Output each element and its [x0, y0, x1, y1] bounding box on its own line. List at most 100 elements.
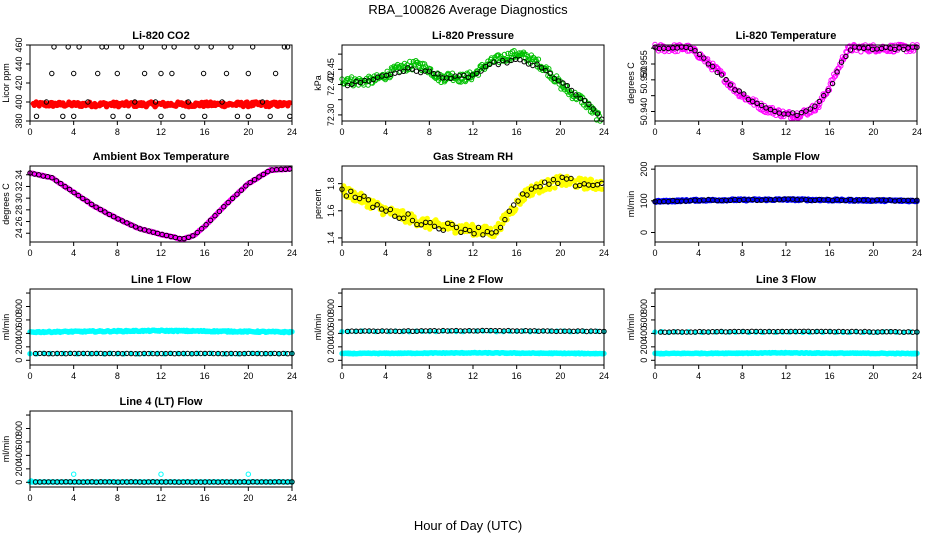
data-point: [812, 103, 818, 109]
data-point: [343, 193, 350, 199]
data-point: [541, 179, 548, 185]
data-point: [478, 68, 484, 74]
series-1: [30, 99, 293, 110]
x-tick-label: 0: [652, 127, 657, 137]
data-point: [427, 219, 433, 226]
chart-panel-5: Gas Stream RH percent 0 4 8 12 16 20 24 1.4 1.6 1.8: [313, 151, 609, 258]
x-tick-label: 0: [339, 248, 344, 258]
y-tick-label: 600: [639, 312, 649, 327]
data-point: [599, 186, 605, 192]
chart-panel-2: Li-820 Pressure kPa 0 4 8 12 16 20 24 72.30 72.407…: [313, 30, 609, 137]
data-point: [400, 68, 407, 75]
y-axis-label: ml/min: [626, 191, 636, 218]
y-tick-label: 200: [639, 162, 649, 177]
data-point: [538, 65, 545, 71]
y-axis-label: kPa: [313, 75, 323, 91]
x-tick-label: 16: [200, 371, 210, 381]
data-point: [745, 96, 751, 103]
x-tick-label: 16: [512, 127, 522, 137]
data-point: [409, 217, 416, 224]
x-tick-label: 20: [555, 248, 565, 258]
series-1: [27, 327, 295, 336]
chart-panel-8: Line 2 Flow ml/min 0 4 8 12 16 20 24 0 20040060080…: [313, 274, 609, 381]
x-tick-label: 8: [740, 248, 745, 258]
y-tick-label: 380: [14, 113, 24, 128]
x-tick-label: 0: [652, 371, 657, 381]
data-point: [483, 223, 489, 230]
data-point: [212, 213, 218, 219]
data-point: [84, 198, 90, 205]
data-point: [180, 113, 186, 120]
data-point: [225, 199, 231, 206]
data-point: [758, 102, 765, 109]
data-point: [500, 221, 506, 227]
y-tick-label: 30: [14, 193, 24, 203]
data-point: [741, 91, 747, 97]
data-point: [461, 72, 467, 79]
data-point: [245, 70, 252, 77]
data-point: [251, 177, 258, 183]
data-point: [736, 88, 743, 94]
plot-frame: [29, 410, 293, 488]
data-point: [547, 70, 553, 77]
page-title: RBA_100826 Average Diagnostics: [368, 2, 568, 17]
y-tick-label: 32: [14, 181, 24, 191]
data-point: [511, 202, 517, 208]
y-tick-label: 400: [326, 326, 336, 341]
x-tick-label: 16: [512, 248, 522, 258]
y-tick-label: 420: [14, 75, 24, 90]
data-point: [449, 221, 455, 228]
data-point: [578, 175, 584, 182]
data-point: [141, 70, 148, 77]
data-point: [119, 218, 126, 224]
data-point: [234, 113, 241, 120]
data-point: [453, 224, 460, 231]
y-tick-label: 800: [14, 299, 24, 314]
y-tick-label: 400: [14, 326, 24, 341]
data-point: [158, 113, 164, 120]
data-point: [687, 45, 694, 52]
data-point: [767, 106, 774, 113]
data-point: [552, 185, 558, 191]
data-point: [431, 223, 438, 230]
data-point: [482, 64, 489, 70]
x-tick-label: 0: [27, 371, 32, 381]
x-tick-label: 0: [339, 127, 344, 137]
y-tick-label: 460: [14, 37, 24, 52]
data-point: [114, 70, 121, 77]
data-point: [111, 214, 117, 220]
x-tick-label: 0: [27, 127, 32, 137]
x-tick-label: 12: [781, 248, 791, 258]
data-point: [474, 70, 480, 77]
data-point: [487, 61, 493, 68]
y-tick-label: 100: [639, 193, 649, 208]
y-tick-label: 72.40: [326, 73, 336, 96]
data-point: [556, 78, 562, 84]
x-tick-label: 16: [200, 127, 210, 137]
data-point: [401, 215, 407, 221]
y-tick-label: 800: [326, 299, 336, 314]
x-tick-label: 0: [339, 371, 344, 381]
x-tick-label: 0: [652, 248, 657, 258]
data-point: [374, 202, 380, 208]
x-tick-label: 24: [912, 371, 922, 381]
data-point: [185, 99, 192, 105]
x-tick-label: 24: [287, 127, 297, 137]
chart-panel-10: Line 4 (LT) Flow ml/min 0 4 8 12 16 20 24 0 200400…: [1, 396, 297, 503]
data-point: [243, 183, 249, 189]
y-tick-label: 600: [14, 312, 24, 327]
data-point: [505, 50, 511, 57]
x-tick-label: 20: [243, 248, 253, 258]
y-tick-label: 800: [14, 421, 24, 436]
chart-title: Line 3 Flow: [756, 274, 816, 286]
x-tick-label: 16: [200, 248, 210, 258]
data-point: [216, 208, 223, 215]
data-point: [515, 198, 521, 204]
y-axis-label: degrees C: [626, 62, 636, 104]
x-tick-label: 8: [115, 127, 120, 137]
data-point: [714, 69, 720, 76]
data-point: [590, 106, 596, 112]
series-2: [339, 174, 605, 238]
y-tick-label: 50.950: [639, 66, 649, 94]
y-tick-label: 0: [14, 480, 24, 485]
